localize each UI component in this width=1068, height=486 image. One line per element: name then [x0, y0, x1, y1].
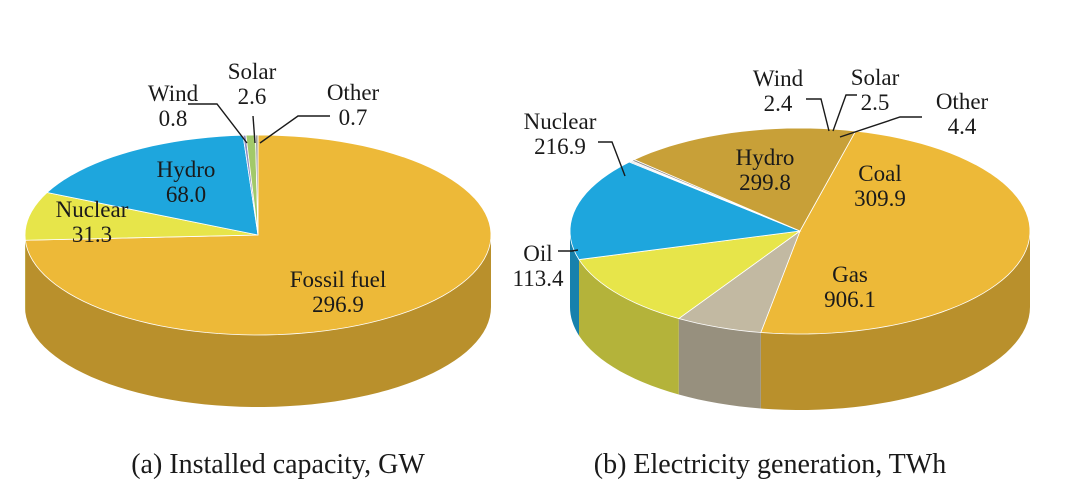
slice-value-solar: 2.6: [238, 84, 267, 109]
pie-side-nuclear: [579, 259, 679, 395]
slice-label-nuclear: Nuclear: [524, 109, 597, 134]
pie-slice-hydro: [46, 134, 259, 236]
leader-line-oil: [558, 249, 579, 252]
slice-value-fossil-fuel: 296.9: [312, 292, 364, 317]
leader-line-wind: [806, 98, 830, 132]
leader-line-other: [839, 116, 922, 138]
pie-slice-nuclear: [24, 192, 259, 241]
pie-slice-other: [255, 134, 259, 236]
pie-side-oil: [678, 318, 761, 409]
slice-value-wind: 2.4: [764, 91, 793, 116]
slice-label-other: Other: [936, 89, 989, 114]
leader-line-other: [259, 115, 330, 144]
pie-side-walls: [25, 235, 491, 407]
slice-value-gas: 906.1: [824, 287, 876, 312]
slice-value-nuclear: 31.3: [72, 222, 112, 247]
chart-a-caption: (a) Installed capacity, GW: [131, 449, 425, 480]
slice-label-hydro: Hydro: [736, 145, 795, 170]
leader-line-nuclear: [598, 141, 626, 177]
leader-line-wind: [188, 103, 248, 144]
pie-side-hydro: [570, 231, 580, 336]
pie-slice-nuclear: [578, 230, 801, 319]
pie-side-gas: [760, 231, 1030, 410]
slice-label-solar: Solar: [851, 65, 900, 90]
leader-line-solar: [832, 94, 857, 132]
slice-value-nuclear: 216.9: [534, 134, 586, 159]
slice-label-coal: Coal: [858, 161, 901, 186]
slice-label-nuclear: Nuclear: [56, 197, 129, 222]
slice-value-wind: 0.8: [159, 106, 188, 131]
pie-slice-hydro: [569, 161, 802, 261]
leader-line-solar: [252, 115, 256, 144]
slice-label-oil: Oil: [523, 241, 552, 266]
slice-label-gas: Gas: [832, 262, 868, 287]
slice-value-oil: 113.4: [513, 266, 564, 291]
slice-label-wind: Wind: [753, 66, 804, 91]
pie-slice-coal: [633, 127, 857, 232]
slice-label-hydro: Hydro: [157, 157, 216, 182]
slice-label-fossil-fuel: Fossil fuel: [290, 267, 386, 292]
slice-value-other: 4.4: [948, 114, 977, 139]
slice-label-solar: Solar: [228, 59, 277, 84]
slice-value-solar: 2.5: [861, 90, 890, 115]
slice-value-hydro: 68.0: [166, 182, 206, 207]
slice-label-other: Other: [327, 80, 380, 105]
pie-top-slices: [569, 127, 1031, 335]
slice-label-wind: Wind: [148, 81, 199, 106]
slice-value-hydro: 299.8: [739, 170, 791, 195]
chart-b-caption: (b) Electricity generation, TWh: [594, 449, 946, 480]
pie-top-slices: [24, 134, 492, 336]
pie-slice-gas: [760, 130, 1031, 335]
pie-slice-oil: [677, 229, 801, 333]
slice-value-coal: 309.9: [854, 186, 906, 211]
pie-side-fossil-fuel: [25, 235, 491, 407]
slice-value-other: 0.7: [339, 105, 368, 130]
pie-side-walls: [570, 231, 1030, 410]
